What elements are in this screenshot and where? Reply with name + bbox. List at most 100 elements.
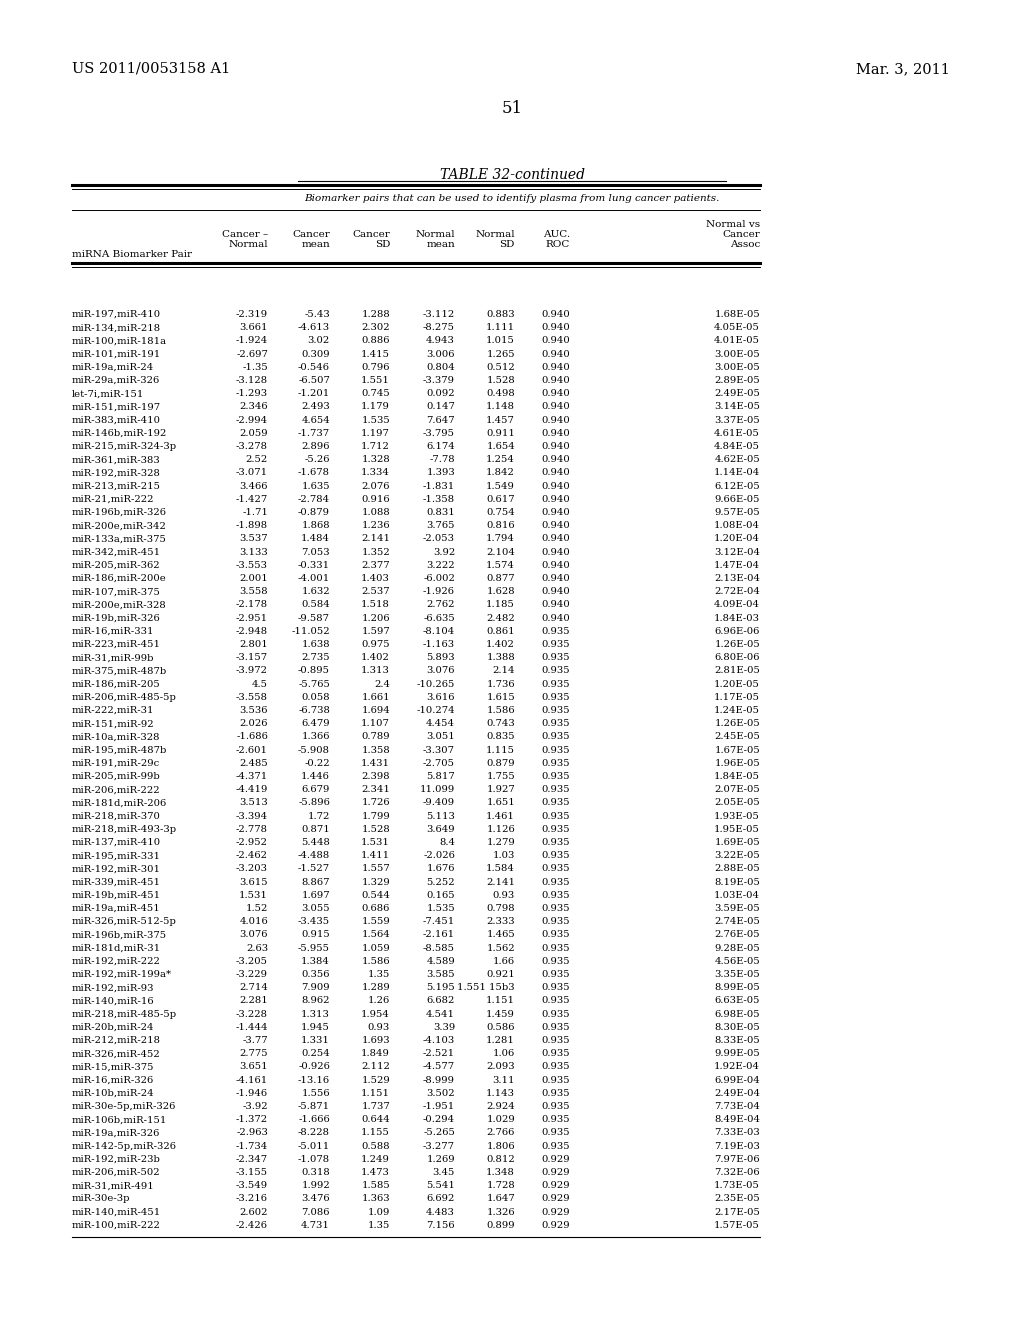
Text: 0.93: 0.93 [493,891,515,900]
Text: 2.896: 2.896 [301,442,330,451]
Text: 0.940: 0.940 [542,429,570,438]
Text: 0.935: 0.935 [542,759,570,768]
Text: 8.99E-05: 8.99E-05 [715,983,760,993]
Text: 5.113: 5.113 [426,812,455,821]
Text: -3.157: -3.157 [236,653,268,663]
Text: miR-212,miR-218: miR-212,miR-218 [72,1036,161,1045]
Text: 1.393: 1.393 [426,469,455,478]
Text: -4.161: -4.161 [236,1076,268,1085]
Text: 1.697: 1.697 [301,891,330,900]
Text: -3.307: -3.307 [423,746,455,755]
Text: 1.473: 1.473 [361,1168,390,1177]
Text: -0.22: -0.22 [304,759,330,768]
Text: -2.994: -2.994 [236,416,268,425]
Text: -2.784: -2.784 [298,495,330,504]
Text: 8.19E-05: 8.19E-05 [714,878,760,887]
Text: 1.384: 1.384 [301,957,330,966]
Text: -8.999: -8.999 [423,1076,455,1085]
Text: 0.935: 0.935 [542,812,570,821]
Text: 2.714: 2.714 [240,983,268,993]
Text: 0.935: 0.935 [542,1142,570,1151]
Text: 0.935: 0.935 [542,680,570,689]
Text: 0.935: 0.935 [542,970,570,979]
Text: -3.216: -3.216 [236,1195,268,1204]
Text: 1.358: 1.358 [361,746,390,755]
Text: 1.615: 1.615 [486,693,515,702]
Text: miR-16,miR-331: miR-16,miR-331 [72,627,155,636]
Text: 1.281: 1.281 [486,1036,515,1045]
Text: 0.940: 0.940 [542,561,570,570]
Text: 0.940: 0.940 [542,587,570,597]
Text: 8.49E-04: 8.49E-04 [714,1115,760,1125]
Text: 11.099: 11.099 [420,785,455,795]
Text: 1.206: 1.206 [361,614,390,623]
Text: 1.954: 1.954 [361,1010,390,1019]
Text: 1.68E-05: 1.68E-05 [715,310,760,319]
Text: -5.26: -5.26 [304,455,330,465]
Text: -3.277: -3.277 [423,1142,455,1151]
Text: 2.35E-05: 2.35E-05 [715,1195,760,1204]
Text: 1.107: 1.107 [361,719,390,729]
Text: 1.559: 1.559 [361,917,390,927]
Text: 1.265: 1.265 [486,350,515,359]
Text: miR-100,miR-181a: miR-100,miR-181a [72,337,167,346]
Text: 0.929: 0.929 [542,1195,570,1204]
Text: 2.112: 2.112 [361,1063,390,1072]
Text: 7.33E-03: 7.33E-03 [715,1129,760,1138]
Text: 2.17E-05: 2.17E-05 [714,1208,760,1217]
Text: 2.89E-05: 2.89E-05 [715,376,760,385]
Text: AUC.: AUC. [543,230,570,239]
Text: 1.088: 1.088 [361,508,390,517]
Text: 3.051: 3.051 [426,733,455,742]
Text: 1.249: 1.249 [361,1155,390,1164]
Text: 1.403: 1.403 [361,574,390,583]
Text: TABLE 32-continued: TABLE 32-continued [439,168,585,182]
Text: 1.313: 1.313 [301,1010,330,1019]
Text: SD: SD [375,240,390,249]
Text: 1.329: 1.329 [361,878,390,887]
Text: -1.201: -1.201 [298,389,330,399]
Text: -8.104: -8.104 [423,627,455,636]
Text: -5.908: -5.908 [298,746,330,755]
Text: miR-134,miR-218: miR-134,miR-218 [72,323,161,333]
Text: 1.185: 1.185 [486,601,515,610]
Text: miR-101,miR-191: miR-101,miR-191 [72,350,161,359]
Text: Cancer –: Cancer – [222,230,268,239]
Text: 0.309: 0.309 [301,350,330,359]
Text: 2.735: 2.735 [301,653,330,663]
Text: Normal: Normal [228,240,268,249]
Text: 0.935: 0.935 [542,1063,570,1072]
Text: 0.935: 0.935 [542,1023,570,1032]
Text: 1.35: 1.35 [368,1221,390,1230]
Text: -3.435: -3.435 [298,917,330,927]
Text: -1.926: -1.926 [423,587,455,597]
Text: 0.879: 0.879 [486,759,515,768]
Text: 1.47E-04: 1.47E-04 [714,561,760,570]
Text: miR-181d,miR-206: miR-181d,miR-206 [72,799,167,808]
Text: 0.586: 0.586 [486,1023,515,1032]
Text: -3.795: -3.795 [423,429,455,438]
Text: 4.61E-05: 4.61E-05 [714,429,760,438]
Text: 6.682: 6.682 [427,997,455,1006]
Text: 8.867: 8.867 [301,878,330,887]
Text: 2.4: 2.4 [374,680,390,689]
Text: 5.893: 5.893 [426,653,455,663]
Text: 3.076: 3.076 [240,931,268,940]
Text: 1.352: 1.352 [361,548,390,557]
Text: -4.488: -4.488 [298,851,330,861]
Text: 1.799: 1.799 [361,812,390,821]
Text: 0.935: 0.935 [542,904,570,913]
Text: 0.935: 0.935 [542,746,570,755]
Text: 3.649: 3.649 [426,825,455,834]
Text: miR-16,miR-326: miR-16,miR-326 [72,1076,155,1085]
Text: 0.861: 0.861 [486,627,515,636]
Text: 0.935: 0.935 [542,1102,570,1111]
Text: -1.527: -1.527 [298,865,330,874]
Text: 2.141: 2.141 [486,878,515,887]
Text: 3.537: 3.537 [240,535,268,544]
Text: miR-192,miR-199a*: miR-192,miR-199a* [72,970,172,979]
Text: miR-21,miR-222: miR-21,miR-222 [72,495,155,504]
Text: 0.318: 0.318 [301,1168,330,1177]
Text: Cancer: Cancer [292,230,330,239]
Text: miR-215,miR-324-3p: miR-215,miR-324-3p [72,442,177,451]
